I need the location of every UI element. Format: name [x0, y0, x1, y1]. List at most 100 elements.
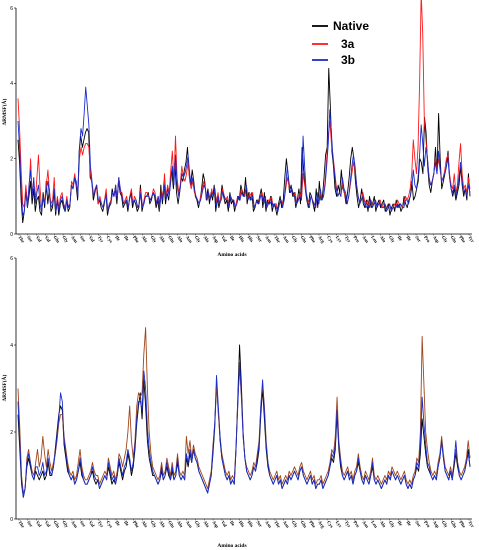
- x-tick-label: Gly: [388, 520, 397, 529]
- x-tick-label: Gly: [61, 520, 70, 529]
- x-tick-label: Ala: [379, 520, 387, 529]
- x-tick-label: Asn: [361, 520, 370, 530]
- x-tick-label: Arg: [317, 235, 326, 245]
- x-tick-label: Ile: [114, 235, 121, 242]
- series-line-3a: [17, 0, 471, 212]
- x-tick-label: Ser: [79, 520, 87, 528]
- y-tick-label: 6: [10, 6, 13, 12]
- x-tick-label: Val: [44, 520, 52, 529]
- x-tick-label: Thr: [17, 520, 25, 529]
- series-line-brown: [17, 327, 471, 494]
- x-tick-label: Pro: [352, 235, 361, 244]
- x-tick-label: Phe: [458, 235, 466, 244]
- series-line-black: [17, 344, 471, 498]
- x-tick-label: Val: [88, 520, 96, 529]
- x-tick-label: Asn: [70, 520, 79, 530]
- x-tick-label: Ile: [123, 235, 130, 242]
- x-tick-label: Tyr: [97, 520, 105, 529]
- x-tick-label: Arg: [317, 520, 326, 530]
- x-tick-label: Gln: [167, 520, 176, 529]
- legend-label-3b: 3b: [341, 53, 355, 67]
- x-tick-label: Val: [44, 235, 52, 244]
- x-tick-label: Ala: [141, 520, 149, 529]
- x-tick-label: Glu: [52, 235, 61, 244]
- x-tick-label: Ala: [158, 235, 166, 244]
- x-tick-label: Thr: [17, 235, 25, 244]
- x-tick-label: His: [238, 520, 246, 528]
- x-tick-label: Lys: [335, 235, 343, 244]
- x-tick-label: Asp: [432, 235, 441, 245]
- x-tick-label: Pro: [423, 235, 432, 244]
- x-tick-label: Phe: [458, 520, 466, 529]
- x-tick-label: Cys: [105, 520, 113, 529]
- y-tick-label: 2: [10, 430, 13, 436]
- x-tick-label: Pro: [423, 520, 432, 529]
- x-tick-label: Gly: [194, 235, 203, 244]
- x-tick-label: Val: [35, 235, 43, 244]
- x-tick-label: Asn: [282, 235, 291, 245]
- legend-label-native: Native: [333, 19, 369, 33]
- x-tick-label: Gln: [167, 235, 176, 244]
- x-tick-label: Asn: [361, 235, 370, 245]
- x-tick-label: Ala: [202, 520, 210, 529]
- x-tick-label: Gly: [61, 235, 70, 244]
- x-tick-label: Ile: [114, 520, 121, 527]
- x-tick-label: Ala: [141, 235, 149, 244]
- x-tick-label: Glu: [52, 520, 61, 529]
- x-tick-label: Asn: [185, 520, 194, 530]
- top-x-axis-title: Amino acids: [217, 252, 246, 258]
- x-tick-label: Asn: [264, 520, 273, 530]
- x-tick-label: Asp: [211, 520, 220, 530]
- x-tick-label: Ser: [414, 520, 422, 528]
- top-y-axis-title: ΔRMSF(Å): [0, 99, 8, 126]
- x-tick-label: Leu: [370, 235, 379, 245]
- top-x-tick-labels: Thr Ser Val Val Glu Gly Asn Ser Val Tyr Cys Ile Ile P…: [17, 234, 475, 244]
- x-tick-label: Ser: [255, 235, 263, 243]
- x-tick-label: Gly: [194, 520, 203, 529]
- x-tick-label: Gly: [441, 520, 450, 529]
- y-tick-label: 4: [10, 343, 13, 349]
- x-tick-label: Glu: [300, 235, 309, 244]
- legend-label-3a: 3a: [341, 37, 355, 51]
- x-tick-label: Val: [35, 520, 43, 529]
- x-tick-label: His: [247, 520, 255, 528]
- bottom-y-ticks: 0 2 4 6: [10, 256, 16, 523]
- x-tick-label: Ala: [176, 520, 184, 529]
- x-tick-label: Phe: [132, 520, 140, 529]
- x-tick-label: Phe: [308, 235, 316, 244]
- x-tick-label: Ile: [123, 520, 130, 527]
- x-tick-label: Asn: [185, 235, 194, 245]
- x-tick-label: Gly: [291, 520, 300, 529]
- y-tick-label: 4: [10, 81, 13, 87]
- y-tick-label: 6: [10, 256, 13, 262]
- x-tick-label: Glu: [450, 520, 459, 529]
- x-tick-label: Val: [220, 235, 228, 244]
- x-tick-label: Tyr: [467, 520, 475, 529]
- y-tick-label: 0: [10, 517, 13, 523]
- x-tick-label: Asp: [432, 520, 441, 530]
- x-tick-label: Gly: [441, 235, 450, 244]
- x-tick-label: Ile: [229, 235, 236, 242]
- bottom-x-axis-title: Amino acids: [217, 543, 246, 549]
- x-tick-label: His: [238, 235, 246, 243]
- x-tick-label: Asn: [70, 235, 79, 245]
- x-tick-label: Cys: [326, 235, 334, 244]
- series-line-3b: [17, 86, 471, 216]
- y-tick-label: 2: [10, 156, 13, 162]
- top-y-ticks: 0 2 4 6: [10, 6, 16, 238]
- x-tick-label: Ser: [79, 235, 87, 243]
- series-line-blue: [17, 361, 471, 498]
- x-tick-label: Ser: [255, 520, 263, 528]
- x-tick-label: Pro: [352, 520, 361, 529]
- x-tick-label: Ser: [414, 235, 422, 243]
- x-tick-label: Val: [88, 235, 96, 244]
- x-tick-label: Phe: [308, 520, 316, 529]
- x-tick-label: Ser: [26, 235, 34, 243]
- x-tick-label: Ile: [397, 520, 404, 527]
- bottom-series-lines: [17, 327, 471, 498]
- bottom-x-tick-labels: Thr Ser Val Val Glu Gly Asn Ser Val Tyr Cys Ile Ile P…: [17, 519, 475, 529]
- x-tick-label: Asn: [282, 520, 291, 530]
- x-tick-label: Ser: [26, 520, 34, 528]
